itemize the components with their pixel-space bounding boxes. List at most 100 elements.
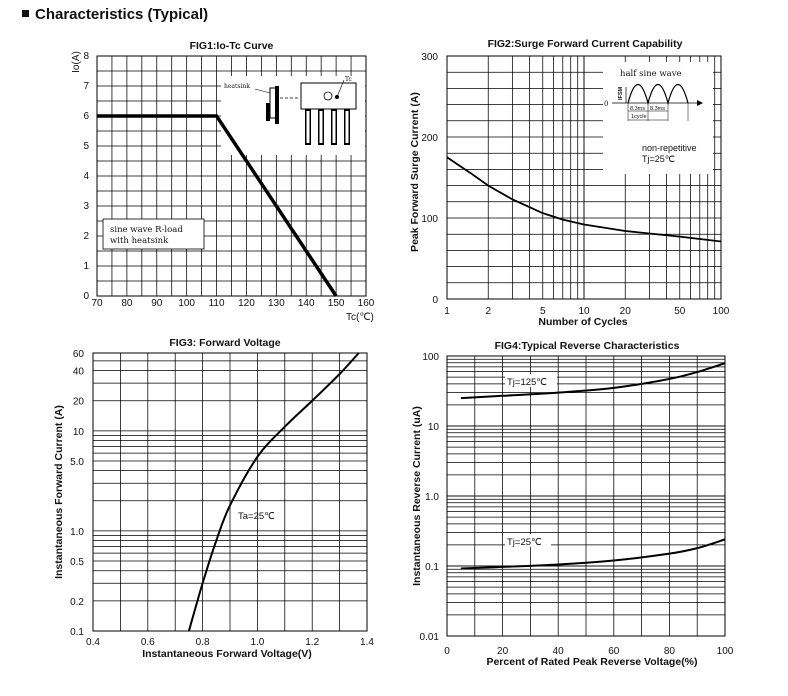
fig2-annotation-line2: Tj=25℃ — [642, 154, 675, 164]
fig1-title: FIG1:Io-Tc Curve — [190, 40, 274, 52]
fig4-x-tick-label: 100 — [717, 646, 734, 657]
fig1-annotation-line1: sine wave R-load — [110, 225, 183, 235]
fig4-y-tick-label: 0.01 — [420, 632, 440, 643]
fig4-frame — [446, 355, 726, 637]
fig1-x-tick-label: 100 — [178, 298, 195, 309]
fig1-x-tick-label: 150 — [328, 298, 345, 309]
fig4-x-tick-label: 60 — [608, 646, 620, 657]
fig1-series-io — [97, 114, 338, 297]
fig2-y-tick-label: 200 — [421, 133, 438, 144]
fig3-x-tick-label: 1.0 — [250, 637, 264, 648]
fig2-annotation-line1: non-repetitive — [642, 143, 697, 153]
fig2-inset-title: half sine wave — [620, 69, 682, 79]
fig3-y-tick-label: 10 — [73, 427, 85, 438]
fig1-inset-leader — [254, 88, 271, 94]
fig1-x-tick-label: 110 — [209, 298, 225, 309]
fig1-x-tick-label: 130 — [268, 298, 285, 309]
fig4-annotation-125: Tj=125℃ — [507, 377, 547, 388]
fig1-annotation-box — [102, 218, 205, 250]
fig2-x-axis-label: Number of Cycles — [538, 316, 627, 328]
fig1-annotation-line2: with heatsink — [110, 236, 169, 246]
fig4-series-tj125 — [460, 362, 726, 400]
fig4-chart: FIG4:Typical Reverse Characteristics 0 20 4… — [411, 340, 734, 668]
fig2-inset-zero: 0 — [604, 100, 608, 108]
fig4-x-tick-label: 0 — [444, 646, 450, 657]
fig1-x-tick-label: 160 — [358, 298, 375, 309]
fig2-x-tick-label: 5 — [540, 306, 546, 317]
fig2-inset-ifsm-label: IFSM — [618, 86, 624, 100]
fig3-x-tick-label: 1.4 — [360, 637, 374, 648]
fig4-x-tick-label: 40 — [553, 646, 565, 657]
fig1-y-tick-label: 5 — [83, 141, 89, 152]
page-heading: Characteristics (Typical) — [22, 6, 208, 23]
fig3-chart: FIG3: Forward Voltage 0.4 0.6 0.8 1.0 1.2 1.4 0… — [53, 337, 374, 660]
fig2-x-tick-label: 10 — [578, 306, 590, 317]
diode-lead-core — [306, 111, 310, 143]
heatsink-edge-icon — [275, 86, 279, 124]
fig3-y-tick-label: 60 — [73, 349, 85, 360]
fig3-y-tick-label: 0.5 — [70, 557, 84, 568]
fig4-x-tick-label: 20 — [497, 646, 509, 657]
fig3-y-axis-label: Instantaneous Forward Current (A) — [53, 405, 65, 579]
page-heading-text: Characteristics (Typical) — [35, 6, 209, 23]
fig3-title: FIG3: Forward Voltage — [169, 337, 280, 349]
fig4-x-axis-label: Percent of Rated Peak Reverse Voltage(%) — [486, 656, 697, 668]
fig4-y-tick-label: 100 — [422, 352, 439, 363]
heatsink-fin-icon — [266, 103, 270, 121]
arrow-right-icon — [697, 100, 703, 106]
fig1-y-tick-label: 3 — [83, 201, 89, 212]
fig4-series-tj25 — [460, 538, 726, 570]
fig1-x-tick-label: 90 — [151, 298, 163, 309]
fig3-frame — [92, 352, 368, 632]
fig2-y-tick-label: 100 — [421, 214, 438, 225]
fig2-x-tick-label: 1 — [444, 306, 450, 317]
fig3-x-tick-label: 0.4 — [86, 637, 100, 648]
fig1-inset-heatsink-label: heatsink — [224, 83, 250, 90]
fig3-x-tick-label: 0.8 — [196, 637, 210, 648]
fig2-title: FIG2:Surge Forward Current Capability — [488, 38, 683, 50]
fig1-inset-tc-label: Tc — [345, 76, 353, 83]
fig4-annotation-bg — [505, 534, 551, 547]
fig3-y-tick-label: 1.0 — [70, 527, 84, 538]
fig1-inset-diagram: heatsink Tc — [221, 76, 365, 155]
fig1-x-axis-label: Tc(℃) — [346, 312, 374, 323]
fig4-title: FIG4:Typical Reverse Characteristics — [495, 340, 680, 352]
fig3-y-tick-label: 0.1 — [70, 627, 84, 638]
fig4-annotation-bg — [505, 374, 557, 387]
fig2-frame — [446, 55, 722, 300]
fig3-x-tick-label: 1.2 — [305, 637, 319, 648]
fig3-annotation: Ta=25℃ — [238, 511, 275, 522]
fig1-x-tick-label: 120 — [238, 298, 255, 309]
fig2-inset-background — [603, 62, 713, 174]
fig3-y-tick-label: 40 — [73, 367, 85, 378]
fig1-y-tick-label: 4 — [83, 171, 89, 182]
mounting-hole-icon — [323, 91, 333, 101]
fig2-y-tick-label: 0 — [432, 295, 438, 306]
fig3-y-tick-label: 0.2 — [70, 597, 84, 608]
fig1-x-tick-label: 140 — [298, 298, 315, 309]
fig1-y-tick-label: 2 — [83, 231, 89, 242]
fig1-y-tick-label: 8 — [83, 51, 89, 62]
fig1-y-axis-label: Io(A) — [71, 51, 82, 73]
fig4-x-tick-label: 80 — [664, 646, 676, 657]
fig3-y-tick-label: 20 — [73, 397, 85, 408]
fig1-x-tick-label: 80 — [121, 298, 133, 309]
fig4-annotation-25: Tj=25℃ — [507, 537, 542, 548]
fig4-y-tick-label: 0.1 — [425, 562, 439, 573]
fig1-frame — [96, 55, 367, 297]
fig1-y-tick-label: 1 — [83, 261, 89, 272]
fig2-x-tick-label: 20 — [620, 306, 632, 317]
fig2-series-ifsm — [446, 156, 722, 243]
fig3-x-tick-label: 0.6 — [141, 637, 155, 648]
fig2-chart: FIG2:Surge Forward Current Capability 1 2 5… — [409, 38, 730, 328]
bullet-icon — [22, 10, 29, 17]
fig4-y-axis-label: Instantaneous Reverse Current (uA) — [411, 406, 423, 586]
fig2-x-tick-label: 100 — [713, 306, 730, 317]
fig2-y-axis-label: Peak Forward Surge Current (A) — [409, 92, 421, 252]
diode-lead-core — [319, 111, 323, 143]
fig2-inset-ms2: 8.3ms — [650, 106, 665, 112]
fig1-tc-leader — [336, 79, 345, 98]
fig1-y-tick-label: 7 — [83, 81, 89, 92]
